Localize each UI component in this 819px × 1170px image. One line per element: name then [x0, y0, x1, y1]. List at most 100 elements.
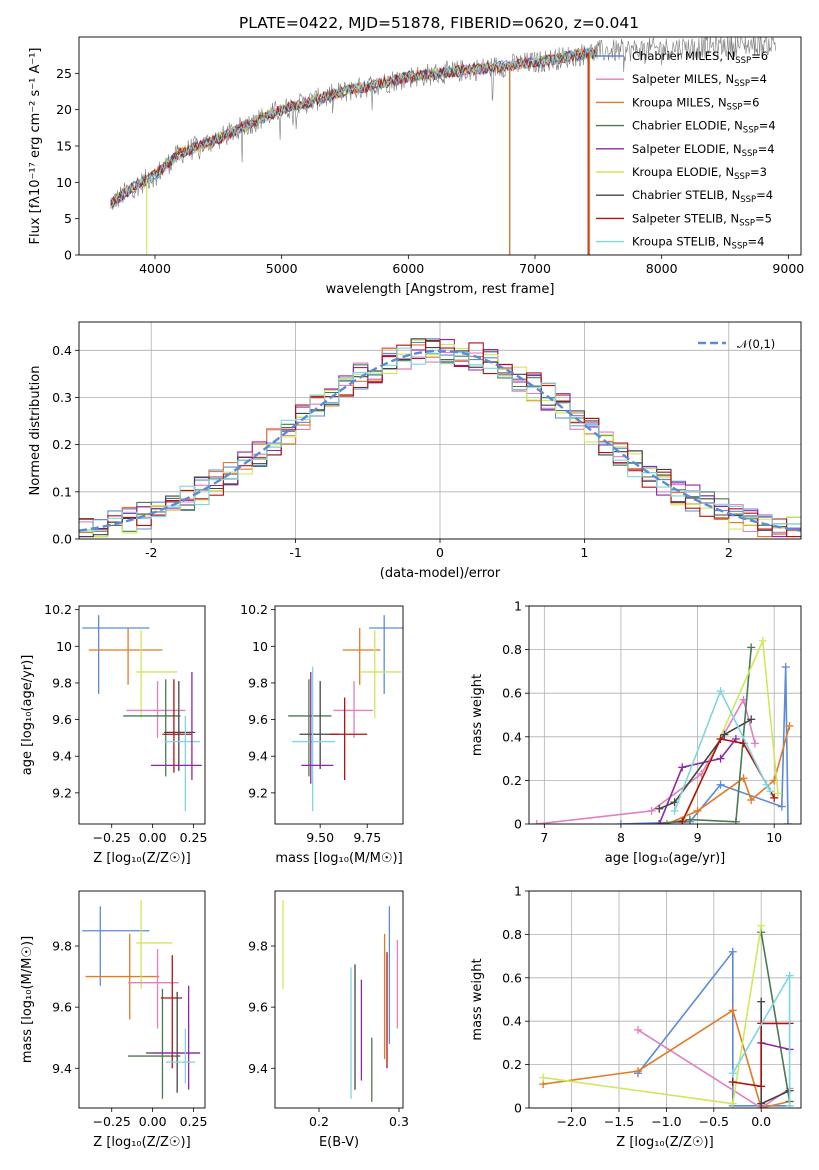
axes-frame [274, 890, 404, 1109]
axes-frame [274, 605, 404, 825]
x-tick-label: −1.0 [651, 1114, 681, 1129]
x-tick-label: 0.3 [389, 1114, 409, 1129]
legend-label-chabrier_elodie: Chabrier ELODIE, NSSP=4 [632, 119, 776, 136]
legend-label-salpeter_stelib: Salpeter STELIB, NSSP=5 [632, 211, 772, 228]
x-tick-label: 9 [694, 830, 702, 845]
legend-label-tail: =4 [759, 119, 776, 133]
x-tick-label: -1 [289, 545, 301, 560]
axes-frame [78, 36, 802, 256]
x-tick-label: 0.2 [309, 1114, 329, 1129]
x-axis-label: Z [log₁₀(Z/Z☉)] [616, 1135, 713, 1150]
weight-line-kroupa_miles [666, 725, 791, 824]
y-tick-label: 9.6 [52, 1000, 72, 1015]
y-axis-label: Normed distribution [28, 366, 43, 496]
x-tick-label: 4000 [139, 261, 171, 276]
legend-label-salpeter_miles: Salpeter MILES, NSSP=4 [632, 72, 767, 89]
weight-line-salpeter_elodie [761, 1042, 790, 1051]
legend-label-chabrier_stelib: Chabrier STELIB, NSSP=4 [632, 188, 773, 205]
legend-label-sub: SSP [734, 79, 750, 89]
legend-label-sub: SSP [727, 102, 743, 112]
y-tick-label: 0.4 [52, 343, 72, 358]
x-tick-label: -2 [145, 545, 157, 560]
y-tick-label: 0.6 [502, 970, 522, 985]
x-tick-label: 7 [540, 830, 548, 845]
y-tick-label: 9.4 [52, 1061, 72, 1076]
y-tick-label: 9.8 [52, 939, 72, 954]
panel-spectrum: 4000 5000 6000 7000 8000 9000 0 5 10 15 20 25 wavele… [28, 36, 804, 297]
x-tick-label: 10 [766, 830, 782, 845]
y-tick-label: 5 [64, 211, 72, 226]
legend-label-sub: SSP [743, 126, 759, 136]
legend-label-tail: =4 [750, 72, 767, 86]
x-tick-label: 2 [725, 545, 733, 560]
legend-label-text: Kroupa MILES, N [632, 95, 727, 109]
y-axis-label: mass weight [470, 674, 485, 756]
legend-label-sub: SSP [732, 242, 748, 252]
panel-age_vs_mass: 9.50 9.75 9.2 9.4 9.6 9.8 10 10.2 mass [log₁₀(M/… [240, 602, 404, 866]
x-tick-label: 9000 [772, 261, 804, 276]
model-spectrum-salpeter_miles [110, 47, 598, 206]
y-tick-label: 9.2 [248, 785, 268, 800]
y-axis-label: age [log₁₀(age/yr)] [20, 655, 35, 776]
histograms [79, 338, 801, 538]
y-tick-label: 9.4 [248, 749, 268, 764]
y-tick-label: 20 [56, 102, 72, 117]
legend-label-text: Salpeter STELIB, N [632, 211, 739, 225]
x-tick-label: 8 [617, 830, 625, 845]
y-tick-label: 10 [56, 639, 72, 654]
y-tick-label: 1 [514, 599, 522, 614]
x-tick-label: 0.25 [180, 1114, 208, 1129]
x-tick-label: 8000 [646, 261, 678, 276]
legend-label-text: Chabrier STELIB, N [632, 188, 740, 202]
legend-label-tail: =4 [756, 188, 773, 202]
axes-frame [528, 605, 802, 825]
y-tick-label: 9.8 [248, 675, 268, 690]
x-tick-label: 0 [436, 545, 444, 560]
x-tick-label: 5000 [266, 261, 298, 276]
legend-label-sub: SSP [735, 56, 751, 66]
legend-label-text: Kroupa ELODIE, N [632, 165, 734, 179]
model-spectrum-kroupa_stelib [110, 47, 598, 207]
x-tick-label: 6000 [392, 261, 424, 276]
x-tick-label: −2.0 [556, 1114, 586, 1129]
weight-line-chabrier_miles [620, 666, 789, 824]
error-bars [288, 615, 403, 812]
error-bars [82, 615, 202, 812]
legend-label-tail: =4 [758, 142, 775, 156]
x-tick-label: 0.25 [180, 830, 208, 845]
gaussian-legend-label: 𝒩(0,1) [737, 337, 775, 351]
y-tick-label: 1 [514, 884, 522, 899]
weight-line-chabrier_elodie [659, 647, 752, 824]
legend-label-tail: =6 [742, 95, 759, 109]
y-tick-label: 10.2 [240, 602, 268, 617]
weight-line-kroupa_elodie [543, 925, 762, 1105]
x-tick-label: 7000 [519, 261, 551, 276]
spectrum-lines [110, 37, 776, 255]
y-tick-label: 0.0 [52, 532, 72, 547]
legend-label-kroupa_stelib: Kroupa STELIB, NSSP=4 [632, 235, 764, 252]
weight-lines [539, 921, 794, 1108]
legend-label-tail: =5 [755, 211, 772, 225]
x-axis-label: mass [log₁₀(M/M☉)] [275, 851, 402, 866]
panel-age_vs_Z: −0.25 0.00 0.25 9.2 9.4 9.6 9.8 10 10.2 Z [log₁₀(… [20, 602, 207, 866]
y-tick-label: 10 [56, 175, 72, 190]
x-axis-label: age [log₁₀(age/yr)] [605, 851, 726, 866]
x-tick-label: −0.25 [93, 830, 131, 845]
model-spectrum-chabrier_stelib [110, 48, 598, 208]
legend-label-tail: =3 [750, 165, 767, 179]
y-tick-label: 15 [56, 139, 72, 154]
weight-lines [532, 636, 794, 824]
weight-line-salpeter_miles [536, 697, 756, 824]
x-tick-label: −0.5 [699, 1114, 729, 1129]
axes-frame [528, 890, 802, 1109]
model-spectrum-kroupa_miles [110, 46, 598, 206]
error-bars [82, 900, 201, 1099]
legend-label-sub: SSP [739, 218, 755, 228]
legend-label-kroupa_elodie: Kroupa ELODIE, NSSP=3 [632, 165, 767, 182]
x-axis-label: Z [log₁₀(Z/Z☉)] [93, 1135, 190, 1150]
y-axis-label: Flux [fλ10⁻¹⁷ erg cm⁻² s⁻¹ A⁻¹] [28, 48, 43, 245]
y-tick-label: 10.2 [44, 602, 72, 617]
legend-label-sub: SSP [740, 195, 756, 205]
x-axis-label: wavelength [Angstrom, rest frame] [326, 282, 555, 297]
